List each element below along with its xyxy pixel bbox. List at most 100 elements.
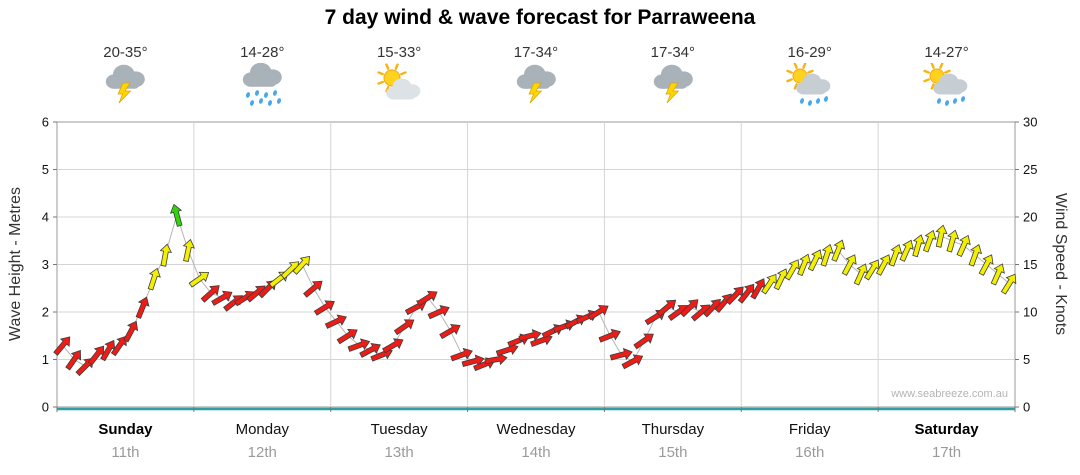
- wind-arrow: [303, 280, 323, 298]
- left-axis-label: Wave Height - Metres: [7, 186, 24, 342]
- thunderstorm-icon: [653, 64, 693, 104]
- day-name-label: Sunday: [98, 421, 153, 438]
- svg-text:0: 0: [42, 400, 49, 415]
- right-axis-label: Wind Speed - Knots: [1052, 192, 1069, 336]
- temp-range-label: 14-27°: [924, 44, 969, 61]
- sun-showers-icon: [922, 63, 967, 106]
- chart-title: 7 day wind & wave forecast for Parraween…: [324, 6, 756, 29]
- wind-arrow: [110, 335, 127, 357]
- wind-arrow: [922, 229, 937, 253]
- svg-text:10: 10: [1023, 305, 1037, 320]
- wind-arrow: [935, 224, 948, 248]
- wind-arrow: [292, 255, 311, 275]
- wind-arrow: [393, 319, 415, 336]
- wind-arrow: [359, 342, 381, 358]
- wind-arrow: [841, 254, 857, 276]
- wind-arrow: [313, 300, 335, 316]
- wind-arrow: [784, 259, 800, 281]
- wind-arrow: [416, 290, 438, 307]
- wind-arrow: [656, 299, 677, 317]
- wind-arrow: [439, 324, 461, 340]
- temp-range-label: 17-34°: [513, 44, 559, 61]
- rain-icon: [243, 63, 283, 106]
- svg-text:30: 30: [1023, 115, 1037, 130]
- wind-arrow: [899, 239, 914, 262]
- wind-arrow: [169, 203, 183, 227]
- forecast-day-cell: 14-27°: [878, 44, 1015, 109]
- thunderstorm-icon: [516, 64, 556, 104]
- wind-arrow: [956, 234, 971, 258]
- svg-text:2: 2: [42, 305, 49, 320]
- wind-arrow: [336, 328, 358, 345]
- wind-arrow: [123, 320, 139, 343]
- temp-range-label: 14-28°: [240, 44, 285, 61]
- wind-arrow: [324, 314, 347, 329]
- svg-text:0: 0: [1023, 400, 1030, 415]
- svg-text:3: 3: [42, 257, 49, 272]
- wind-arrow: [912, 234, 926, 258]
- wind-arrow: [820, 243, 834, 267]
- forecast-day-cell: 14-28°: [194, 44, 331, 109]
- wind-arrow: [888, 244, 903, 267]
- wind-arrow: [978, 254, 994, 276]
- forecast-day-cell: 17-34°: [604, 44, 741, 109]
- day-date-label: 16th: [795, 444, 825, 461]
- wind-arrow: [450, 347, 473, 362]
- day-date-label: 12th: [247, 444, 277, 461]
- sun-showers-icon: [786, 63, 831, 106]
- forecast-day-cell: 15-33°: [331, 44, 468, 109]
- wind-arrow: [946, 229, 960, 253]
- svg-text:15: 15: [1023, 257, 1037, 272]
- temp-range-label: 17-34°: [650, 44, 696, 61]
- wind-arrow: [188, 271, 210, 288]
- temp-range-label: 20-35°: [103, 44, 148, 61]
- wind-arrow: [807, 249, 823, 272]
- wind-arrow: [633, 333, 654, 350]
- forecast-day-cell: 20-35°: [57, 44, 194, 109]
- wind-arrow: [211, 290, 233, 306]
- forecast-day-cell: 16-29°: [741, 44, 878, 109]
- day-name-label: Friday: [788, 421, 831, 438]
- svg-text:5: 5: [1023, 352, 1030, 367]
- wind-arrow: [53, 336, 71, 356]
- svg-text:5: 5: [42, 162, 49, 177]
- svg-text:20: 20: [1023, 210, 1037, 225]
- wind-arrow: [621, 354, 644, 370]
- svg-text:6: 6: [42, 115, 49, 130]
- day-name-label: Thursday: [641, 421, 705, 438]
- wind-arrow: [159, 243, 173, 267]
- wind-arrow: [831, 239, 846, 262]
- wind-arrow: [518, 328, 542, 342]
- day-name-label: Wednesday: [496, 421, 576, 438]
- wind-arrow: [587, 305, 609, 321]
- wind-arrow: [609, 347, 633, 361]
- day-date-label: 11th: [111, 444, 140, 461]
- day-name-label: Monday: [235, 421, 289, 438]
- wind-arrow: [147, 267, 161, 291]
- partly-cloudy-icon: [377, 63, 421, 100]
- svg-text:25: 25: [1023, 162, 1037, 177]
- temp-range-label: 15-33°: [376, 44, 422, 61]
- wind-arrow: [797, 253, 811, 277]
- day-date-label: 13th: [384, 444, 414, 461]
- wind-arrow: [598, 328, 621, 343]
- wind-arrow: [347, 338, 371, 352]
- day-date-label: 15th: [658, 444, 688, 461]
- wind-arrow: [200, 285, 220, 303]
- svg-text:4: 4: [42, 210, 49, 225]
- svg-text:1: 1: [42, 352, 49, 367]
- wind-arrow: [990, 263, 1005, 286]
- wind-arrow: [679, 299, 699, 318]
- watermark: www.seabreeze.com.au: [891, 388, 1008, 400]
- day-date-label: 17th: [931, 444, 962, 461]
- day-name-label: Saturday: [914, 421, 979, 438]
- wind-arrow: [427, 304, 450, 320]
- forecast-day-cell: 17-34°: [468, 44, 605, 109]
- temp-range-label: 16-29°: [787, 44, 832, 61]
- wind-arrow: [182, 238, 195, 263]
- day-date-label: 14th: [521, 444, 551, 461]
- wind-arrow: [382, 338, 404, 354]
- thunderstorm-icon: [106, 64, 146, 104]
